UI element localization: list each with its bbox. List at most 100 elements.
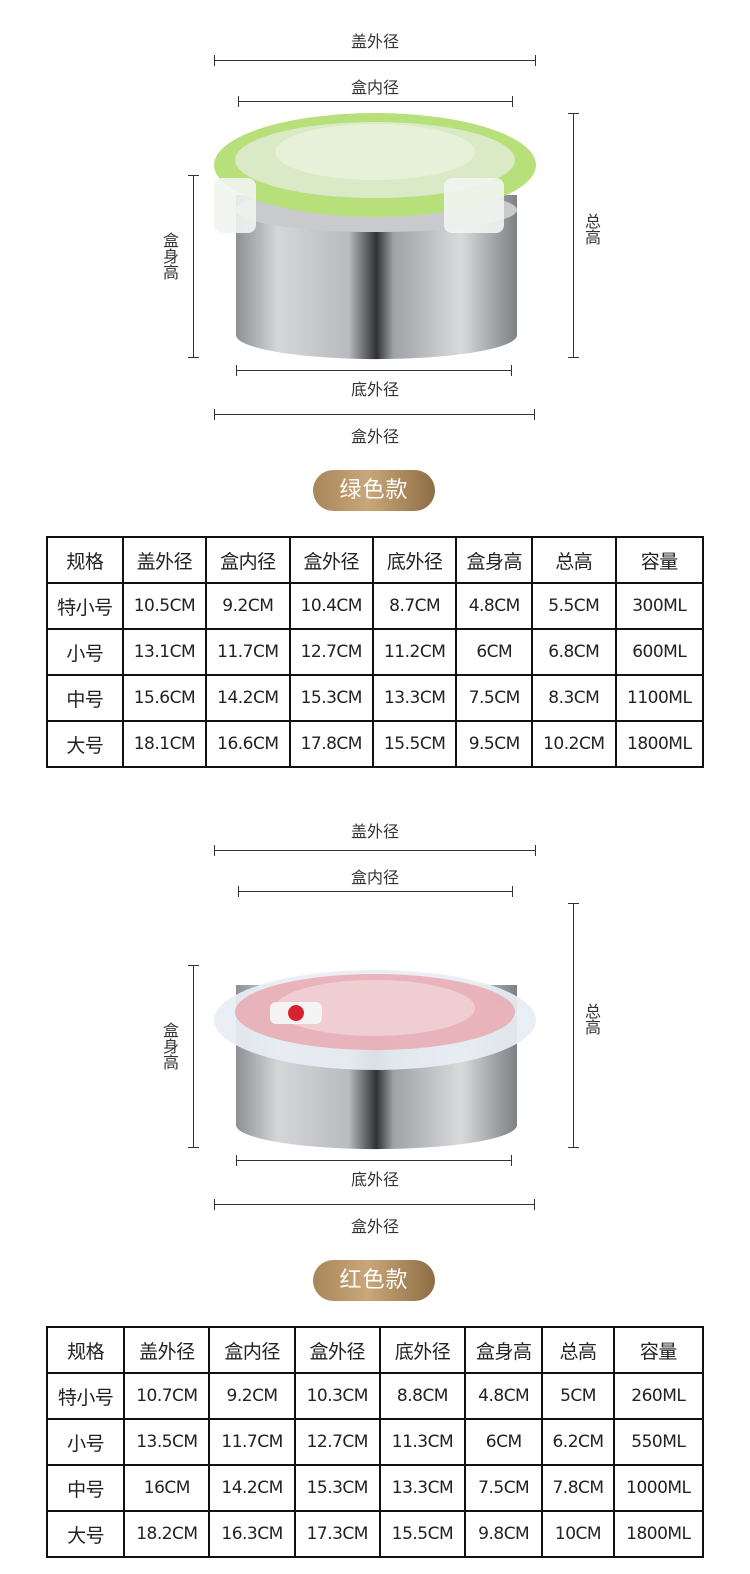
lid-outer-dimension-line xyxy=(214,845,536,856)
table-cell: 11.7CM xyxy=(208,1418,296,1466)
table-cell: 8.3CM xyxy=(531,674,617,722)
header-cell: 规格 xyxy=(45,1326,126,1374)
box-outer-label: 盒外径 xyxy=(350,427,400,446)
table-row: 特小号 10.5CM 9.2CM 10.4CM 8.7CM 4.8CM 5.5CM 300ML xyxy=(46,582,705,630)
box-outer-label: 盒外径 xyxy=(350,1217,400,1236)
spec-table: 规格 盖外径 盒内径 盒外径 底外径 盒身高 总高 容量 特小号 10.7CM 9.2CM 10.3C… xyxy=(45,1326,705,1558)
model-badge: 绿色款 xyxy=(313,470,435,511)
header-cell: 盒身高 xyxy=(464,1326,544,1374)
table-cell: 6.8CM xyxy=(531,628,617,676)
total-height-label: 总高 xyxy=(582,213,601,245)
table-header-row: 规格 盖外径 盒内径 盒外径 底外径 盒身高 总高 容量 xyxy=(45,1326,705,1374)
table-cell: 11.3CM xyxy=(378,1418,467,1466)
table-cell: 6.2CM xyxy=(541,1418,615,1466)
table-cell: 7.5CM xyxy=(464,1464,544,1512)
table-cell: 14.2CM xyxy=(205,674,291,722)
table-cell: 中号 xyxy=(45,1464,126,1512)
table-cell: 5CM xyxy=(541,1372,615,1420)
table-cell: 5.5CM xyxy=(531,582,617,630)
table-cell: 17.3CM xyxy=(293,1510,381,1558)
header-cell: 盒内径 xyxy=(208,1326,296,1374)
table-cell: 大号 xyxy=(46,720,124,768)
lid-outer-label: 盖外径 xyxy=(350,822,400,841)
table-row: 大号 18.1CM 16.6CM 17.8CM 15.5CM 9.5CM 10.2CM 180… xyxy=(46,720,705,768)
table-cell: 1100ML xyxy=(614,674,705,722)
table-cell: 15.6CM xyxy=(121,674,208,722)
table-cell: 10.7CM xyxy=(123,1372,211,1420)
body-height-dimension-line xyxy=(188,175,199,358)
bottom-outer-label: 底外径 xyxy=(350,1170,400,1189)
table-cell: 6CM xyxy=(464,1418,544,1466)
table-cell: 17.8CM xyxy=(288,720,374,768)
table-row: 特小号 10.7CM 9.2CM 10.3CM 8.8CM 4.8CM 5CM 260ML xyxy=(45,1372,705,1420)
table-cell: 11.2CM xyxy=(371,628,458,676)
table-cell: 4.8CM xyxy=(464,1372,544,1420)
lid-outer-dimension-line xyxy=(214,55,536,66)
table-cell: 10.2CM xyxy=(531,720,617,768)
bottom-outer-dimension-line xyxy=(236,365,512,376)
table-cell: 特小号 xyxy=(45,1372,126,1420)
box-inner-dimension-line xyxy=(238,886,513,897)
box-inner-label: 盒内径 xyxy=(350,868,400,887)
table-cell: 15.3CM xyxy=(288,674,374,722)
table-cell: 6CM xyxy=(455,628,534,676)
table-cell: 13.1CM xyxy=(121,628,208,676)
table-cell: 9.5CM xyxy=(455,720,534,768)
table-row: 中号 15.6CM 14.2CM 15.3CM 13.3CM 7.5CM 8.3CM 1100… xyxy=(46,674,705,722)
table-cell: 特小号 xyxy=(46,582,124,630)
table-cell: 小号 xyxy=(46,628,124,676)
table-cell: 4.8CM xyxy=(455,582,534,630)
container-product-image xyxy=(214,970,536,1150)
table-cell: 18.2CM xyxy=(123,1510,211,1558)
table-cell: 1800ML xyxy=(614,720,705,768)
table-cell: 14.2CM xyxy=(208,1464,296,1512)
table-cell: 10.3CM xyxy=(293,1372,381,1420)
total-height-dimension-line xyxy=(568,903,579,1148)
table-cell: 16.3CM xyxy=(208,1510,296,1558)
table-row: 中号 16CM 14.2CM 15.3CM 13.3CM 7.5CM 7.8CM 1000ML xyxy=(45,1464,705,1512)
total-height-dimension-line xyxy=(568,113,579,358)
container-product-image xyxy=(214,113,536,360)
header-cell: 盖外径 xyxy=(121,536,208,584)
table-cell: 大号 xyxy=(45,1510,126,1558)
table-cell: 12.7CM xyxy=(293,1418,381,1466)
table-header-row: 规格 盖外径 盒内径 盒外径 底外径 盒身高 总高 容量 xyxy=(46,536,705,584)
red-model-section: 盖外径 盒内径 总高 盒身高 底外径 盒外径 红色款 规格 盖外径 盒内径 盒外径 底外… xyxy=(0,790,750,1572)
table-cell: 1000ML xyxy=(612,1464,705,1512)
table-cell: 550ML xyxy=(612,1418,705,1466)
green-model-section: 盖外径 盒内径 总高 盒身高 底外径 盒外径 绿色款 规格 盖外径 盒内径 盒外径 底外… xyxy=(0,0,750,782)
table-cell: 9.2CM xyxy=(205,582,291,630)
model-badge: 红色款 xyxy=(313,1260,435,1301)
table-cell: 中号 xyxy=(46,674,124,722)
header-cell: 盒身高 xyxy=(455,536,534,584)
table-cell: 18.1CM xyxy=(121,720,208,768)
header-cell: 总高 xyxy=(541,1326,615,1374)
table-cell: 1800ML xyxy=(612,1510,705,1558)
header-cell: 盖外径 xyxy=(123,1326,211,1374)
table-cell: 12.7CM xyxy=(288,628,374,676)
box-inner-label: 盒内径 xyxy=(350,78,400,97)
header-cell: 盒外径 xyxy=(288,536,374,584)
table-cell: 15.5CM xyxy=(371,720,458,768)
header-cell: 容量 xyxy=(614,536,705,584)
table-cell: 7.5CM xyxy=(455,674,534,722)
table-cell: 8.7CM xyxy=(371,582,458,630)
header-cell: 盒外径 xyxy=(293,1326,381,1374)
total-height-label: 总高 xyxy=(582,1003,601,1035)
table-cell: 16.6CM xyxy=(205,720,291,768)
table-cell: 10.4CM xyxy=(288,582,374,630)
table-cell: 9.2CM xyxy=(208,1372,296,1420)
bottom-outer-label: 底外径 xyxy=(350,380,400,399)
table-row: 大号 18.2CM 16.3CM 17.3CM 15.5CM 9.8CM 10CM 1800M… xyxy=(45,1510,705,1558)
lid-outer-label: 盖外径 xyxy=(350,32,400,51)
header-cell: 总高 xyxy=(531,536,617,584)
table-cell: 600ML xyxy=(614,628,705,676)
body-height-dimension-line xyxy=(188,965,199,1148)
bottom-outer-dimension-line xyxy=(236,1155,512,1166)
box-outer-dimension-line xyxy=(214,409,535,420)
table-cell: 9.8CM xyxy=(464,1510,544,1558)
table-cell: 13.5CM xyxy=(123,1418,211,1466)
box-outer-dimension-line xyxy=(214,1199,535,1210)
box-inner-dimension-line xyxy=(238,96,513,107)
table-cell: 15.3CM xyxy=(293,1464,381,1512)
